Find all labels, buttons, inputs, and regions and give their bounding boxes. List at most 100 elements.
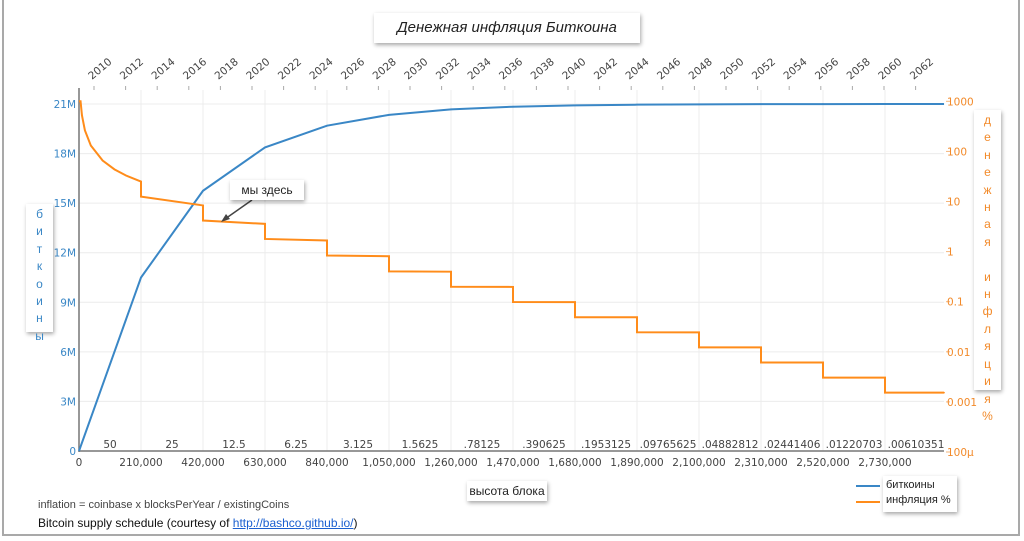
axis-label-letter: и xyxy=(36,294,43,309)
year-label: 2030 xyxy=(402,56,430,82)
coins-point xyxy=(450,108,452,111)
axis-label-letter: н xyxy=(36,311,43,326)
era-reward-label: 6.25 xyxy=(284,439,307,451)
legend: биткоины инфляция % xyxy=(883,476,957,512)
coins-point xyxy=(698,103,700,106)
axis-label-letter: о xyxy=(36,276,43,291)
coins-point xyxy=(264,146,266,149)
year-label: 2014 xyxy=(149,56,177,83)
annotation-arrow xyxy=(224,199,253,220)
coins-point xyxy=(512,105,514,108)
axis-label-letter: н xyxy=(984,287,991,302)
credit-suffix: ) xyxy=(353,516,358,530)
year-label: 2048 xyxy=(687,56,715,82)
credit-link[interactable]: http://bashco.github.io/ xyxy=(232,516,354,530)
coins-point xyxy=(636,103,638,106)
inflation-point xyxy=(388,255,390,258)
y-tick-label: 18M xyxy=(54,149,76,161)
legend-item-inflation: инфляция % xyxy=(886,494,951,506)
year-label: 2032 xyxy=(434,56,462,82)
era-reward-label: 50 xyxy=(103,439,116,451)
year-label: 2012 xyxy=(118,56,146,82)
inflation-point xyxy=(101,159,104,162)
axis-label-letter: % xyxy=(982,408,993,423)
year-label: 2022 xyxy=(276,56,304,82)
y2-tick-label: 0.01 xyxy=(947,347,970,359)
axis-label-letter: ы xyxy=(35,328,44,343)
inflation-point xyxy=(450,270,452,273)
chart-title: Денежная инфляция Биткоина xyxy=(374,13,640,43)
era-reward-label: .1953125 xyxy=(581,439,631,451)
y2-tick-label: 1 xyxy=(947,247,954,259)
inflation-point xyxy=(90,144,92,147)
x-tick-label: 1,470,000 xyxy=(486,457,539,469)
era-reward-label: 3.125 xyxy=(343,439,373,451)
inflation-point xyxy=(81,114,83,117)
inflation-point xyxy=(202,204,204,207)
x-tick-label: 1,680,000 xyxy=(548,457,601,469)
inflation-point xyxy=(264,238,266,240)
year-label: 2060 xyxy=(876,56,904,82)
inflation-point xyxy=(140,180,142,183)
inflation-point xyxy=(388,270,390,273)
x-tick-label: 840,000 xyxy=(305,457,348,469)
inflation-point xyxy=(822,361,824,364)
inflation-point xyxy=(636,331,638,334)
inflation-point xyxy=(512,301,514,303)
axis-label-letter: и xyxy=(984,374,991,389)
coins-point xyxy=(574,104,576,107)
legend-swatch-inflation xyxy=(856,501,880,503)
inflation-point xyxy=(202,219,204,222)
coins-point xyxy=(388,114,390,116)
axis-label-letter: я xyxy=(984,391,991,406)
y2-tick-label: 0.1 xyxy=(947,297,964,309)
x-tick-label: 2,310,000 xyxy=(734,457,787,469)
y2-tick-label: 10 xyxy=(947,197,960,209)
y-tick-label: 15M xyxy=(54,198,76,210)
coins-point xyxy=(140,276,142,279)
axis-label-letter: т xyxy=(36,241,43,256)
inflation-point xyxy=(326,254,328,257)
inflation-point xyxy=(574,316,576,318)
era-reward-label: .01220703 xyxy=(826,439,883,451)
gridlines xyxy=(79,90,944,451)
x-tick-label: 2,730,000 xyxy=(858,457,911,469)
axis-label-letter: ж xyxy=(983,182,992,197)
era-reward-label: .09765625 xyxy=(640,439,697,451)
y-tick-label: 3M xyxy=(60,396,76,408)
era-reward-label: 25 xyxy=(165,439,178,451)
year-label: 2040 xyxy=(560,56,588,82)
x-axis-label: высота блока xyxy=(467,481,547,501)
credit-prefix: Bitcoin supply schedule (courtesy of xyxy=(38,516,233,530)
inflation-point xyxy=(636,316,638,319)
inflation-point xyxy=(512,286,514,288)
x-tick-label: 630,000 xyxy=(243,457,286,469)
x-tick-label: 2,520,000 xyxy=(796,457,849,469)
axes: 0 210,000 420,000 630,000 840,000 1,050,000 1,… xyxy=(54,56,977,469)
annotation-we-are-here: мы здесь xyxy=(230,180,304,200)
x-tick-label: 210,000 xyxy=(119,457,162,469)
year-label: 2026 xyxy=(339,56,367,83)
y-tick-label: 12M xyxy=(54,248,76,260)
series xyxy=(78,100,945,452)
era-reward-label: .78125 xyxy=(464,439,501,451)
coins-line xyxy=(78,103,945,452)
y-tick-label: 21M xyxy=(54,99,76,111)
axis-label-letter: н xyxy=(984,200,991,215)
axis-label-letter: н xyxy=(984,147,991,162)
year-label: 2018 xyxy=(213,56,241,82)
x-tick-label: 2,100,000 xyxy=(672,457,725,469)
y2-tick-label: 1000 xyxy=(947,96,974,108)
y-tick-label: 0 xyxy=(69,446,76,458)
coins-point xyxy=(326,124,328,127)
axis-label-letter: а xyxy=(984,217,991,232)
axis-label-letter: б xyxy=(36,207,43,221)
x-tick-label: 1,260,000 xyxy=(424,457,477,469)
legend-swatch-coins xyxy=(856,485,880,487)
year-label: 2044 xyxy=(623,56,651,83)
era-reward-label: 1.5625 xyxy=(402,439,439,451)
inflation-point xyxy=(574,301,576,303)
